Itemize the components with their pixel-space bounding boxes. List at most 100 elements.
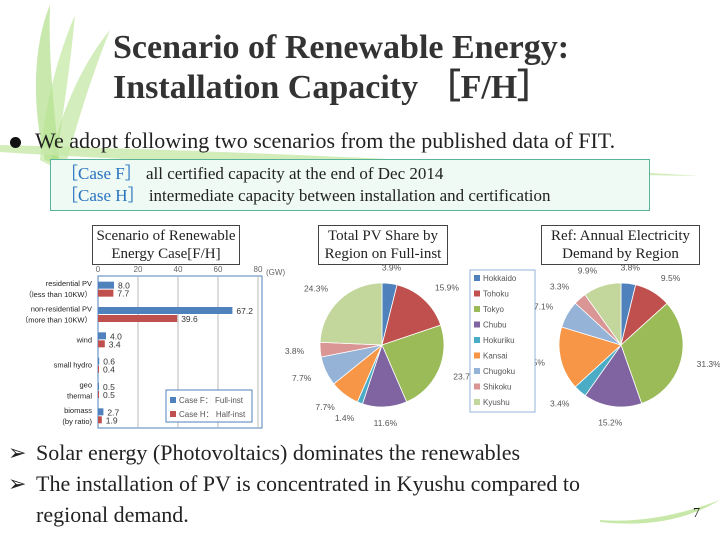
pv-slice-label: 23.7% — [453, 372, 478, 382]
legend-swatch-tokyo — [474, 306, 480, 312]
charts-canvas: 0 20 40 60 80 (GW) residential PV （less than 10… — [21, 263, 720, 429]
bar-value-label: 0.5 — [103, 390, 115, 400]
demand-slice-label: 3.3% — [550, 282, 570, 292]
x-tick-label: 60 — [214, 265, 223, 274]
bar-case-h — [98, 391, 99, 398]
bar-case-f — [98, 408, 104, 416]
case-f-tag: ［Case F］ — [61, 164, 142, 183]
demand-title-line-2: Demand by Region — [562, 246, 679, 262]
pv-title-line-1: Total PV Share by — [328, 228, 438, 244]
x-tick-label: 0 — [96, 265, 101, 274]
legend-label: Case F： Full-inst — [179, 396, 244, 405]
arrow-bullet-icon: ➢ — [8, 440, 27, 465]
bar-case-f — [98, 357, 100, 365]
conclusion-1: ➢ Solar energy (Photovoltaics) dominates … — [8, 438, 520, 468]
bar-case-h — [98, 340, 105, 348]
bar-case-h — [98, 289, 114, 297]
bar-title-line-1: Scenario of Renewable — [96, 228, 236, 244]
category-label: biomass — [64, 406, 92, 415]
title-line-1: Scenario of Renewable Energy: — [113, 29, 570, 66]
pv-slice-label: 1.4% — [335, 413, 355, 423]
category-label: (by ratio) — [62, 417, 92, 426]
bar-value-label: 67.2 — [236, 306, 253, 316]
bar-value-label: 1.9 — [106, 415, 118, 425]
pv-slice-label: 24.3% — [304, 284, 329, 294]
bar-case-f — [98, 307, 233, 314]
legend-label-shikoku: Shikoku — [483, 383, 511, 392]
corner-swoosh-decoration — [600, 500, 720, 524]
demand-slice-label: 9.9% — [578, 266, 598, 276]
bar-value-label: 0.4 — [103, 365, 115, 375]
bar-value-label: 0.6 — [103, 357, 115, 367]
case-h-row: ［Case H］ intermediate capacity between i… — [61, 185, 649, 207]
case-f-row: ［Case F］ all certified capacity at the e… — [61, 163, 649, 185]
case-h-tag: ［Case H］ — [61, 186, 145, 205]
pv-pie-title: Total PV Share by Region on Full-inst — [318, 225, 448, 265]
x-tick-label: 20 — [134, 265, 143, 274]
legend-label-kyushu: Kyushu — [483, 398, 510, 407]
conclusion-1-text: Solar energy (Photovoltaics) dominates t… — [36, 440, 521, 465]
pv-title-line-2: Region on Full-inst — [324, 246, 442, 262]
bar-case-h — [98, 365, 99, 373]
demand-pie-title: Ref: Annual Electricity Demand by Region — [541, 225, 700, 265]
pv-slice-kyushu — [319, 282, 383, 346]
legend-swatch — [170, 411, 176, 417]
category-label: small hydro — [54, 361, 92, 370]
demand-slice-kansai — [558, 326, 622, 388]
bar-title-line-2: Energy Case[F/H] — [111, 246, 221, 262]
legend-swatch-hokuriku — [474, 337, 480, 343]
pv-slice-label: 7.7% — [292, 373, 312, 383]
bar-case-f — [98, 332, 106, 340]
x-tick-label: 80 — [254, 265, 263, 274]
bar-value-label: 8.0 — [118, 281, 130, 291]
bar-value-label: 2.7 — [107, 407, 119, 417]
legend-label-hokuriku: Hokuriku — [483, 336, 515, 345]
case-h-text: intermediate capacity between installati… — [148, 186, 551, 205]
slide-title: Scenario of Renewable Energy: Installati… — [113, 28, 569, 108]
title-line-2: Installation Capacity ［F/H］ — [113, 69, 552, 106]
demand-slice-label: 3.8% — [621, 263, 641, 273]
demand-slice-label: 7.1% — [534, 301, 554, 311]
arrow-bullet-icon: ➢ — [8, 471, 27, 496]
legend-swatch — [170, 397, 176, 403]
legend-swatch-chubu — [474, 321, 480, 328]
demand-slice-label: 15.2% — [598, 417, 623, 427]
demand-slice-chubu — [584, 344, 643, 408]
bar-case-f — [98, 281, 114, 289]
bar-legend — [165, 389, 253, 423]
x-tick-label: 40 — [174, 265, 183, 274]
bar-value-label: 39.6 — [181, 314, 198, 324]
category-label: （less than 10KW） — [24, 290, 92, 299]
legend-swatch-hokkaido — [474, 275, 480, 281]
category-label: thermal — [67, 392, 92, 401]
category-label: non-residential PV — [31, 305, 92, 314]
demand-slice-kyushu — [584, 282, 622, 347]
legend-label-chugoku: Chugoku — [483, 367, 515, 376]
conclusion-2-continued: regional demand. — [36, 502, 189, 527]
legend-label-tohoku: Tohoku — [483, 290, 509, 299]
legend-swatch-kansai — [474, 352, 480, 359]
category-label: （more than 10KW） — [21, 316, 92, 325]
bullet-dot-icon — [10, 137, 21, 149]
legend-label-hokkaido: Hokkaido — [483, 274, 517, 283]
pv-slice-label: 3.8% — [285, 346, 305, 356]
legend-swatch-tohoku — [474, 290, 480, 297]
case-f-text: all certified capacity at the end of Dec… — [146, 164, 444, 183]
legend-swatch-kyushu — [474, 399, 480, 405]
bar-case-h — [98, 315, 178, 322]
bar-case-f — [98, 383, 99, 390]
category-label: geo — [79, 381, 92, 390]
pv-slice-label: 15.9% — [435, 283, 460, 293]
legend-label-kansai: Kansai — [483, 352, 508, 361]
pv-slice-label: 7.7% — [315, 402, 335, 412]
case-definitions-box: ［Case F］ all certified capacity at the e… — [50, 159, 650, 211]
legend-label: Case H： Half-inst — [179, 410, 246, 419]
conclusion-2-text: The installation of PV is concentrated i… — [36, 471, 580, 496]
bar-value-label: 0.5 — [103, 382, 115, 392]
legend-label-chubu: Chubu — [483, 321, 507, 330]
bar-value-label: 4.0 — [110, 331, 122, 341]
legend-swatch-shikoku — [474, 383, 480, 390]
page-number: 7 — [693, 506, 700, 521]
demand-title-line-1: Ref: Annual Electricity — [550, 228, 691, 244]
